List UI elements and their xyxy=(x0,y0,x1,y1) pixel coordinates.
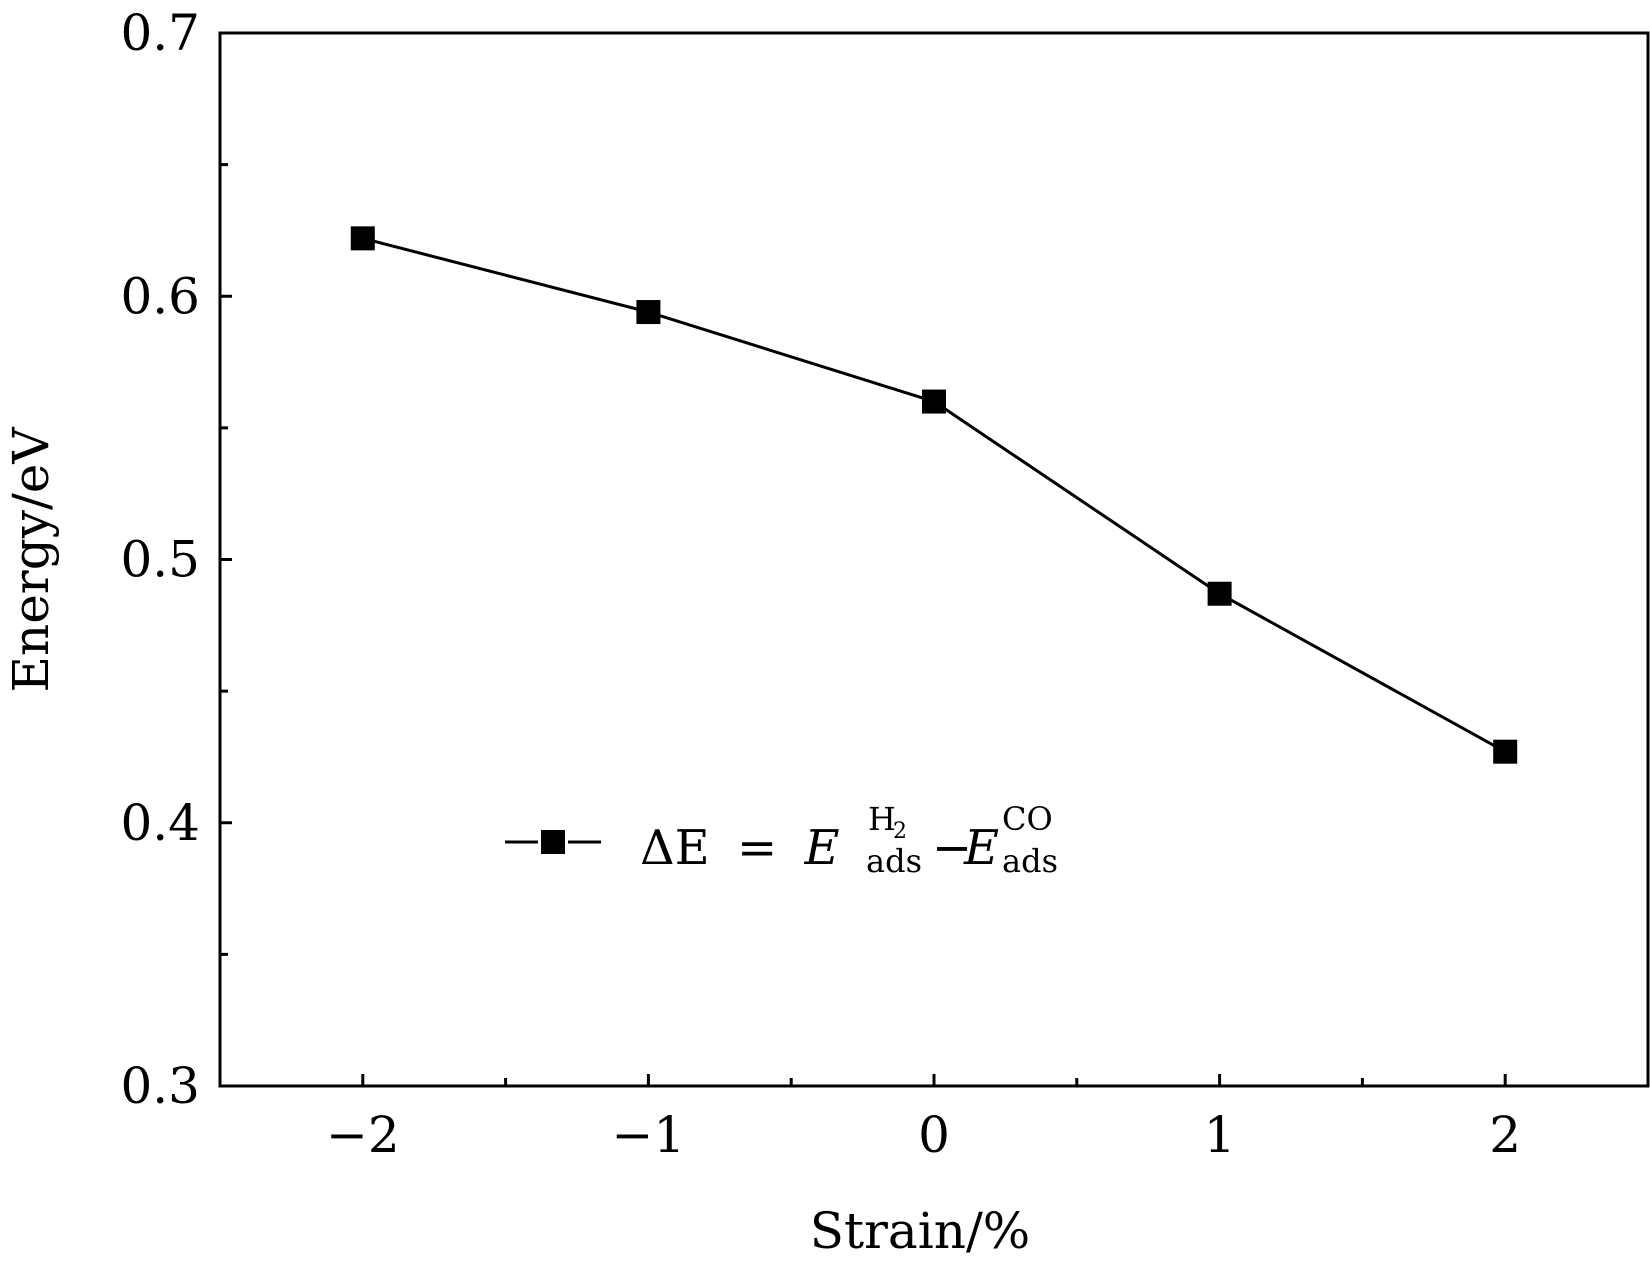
plot-frame xyxy=(218,31,1650,1088)
x-axis-title: Strain/% xyxy=(810,1202,1031,1260)
data-point xyxy=(1493,739,1518,764)
y-tick-label: 0.6 xyxy=(120,267,200,325)
ticks: −2 −1 0 1 20.30.40.50.60.7 xyxy=(120,4,1521,1164)
y-axis-title: Energy/eV xyxy=(2,427,60,693)
y-tick-label: 0.4 xyxy=(120,794,200,852)
y-tick-label: 0.5 xyxy=(120,531,200,589)
legend: ΔE = E H 2 ads − E CO ads xyxy=(505,800,1058,880)
data-point xyxy=(350,226,375,251)
data-point xyxy=(1207,581,1232,606)
legend-marker xyxy=(541,830,565,854)
x-tick-label: −2 xyxy=(326,1106,400,1164)
x-tick-label: −1 xyxy=(612,1106,686,1164)
x-tick-label: 1 xyxy=(1204,1106,1236,1164)
data-point xyxy=(922,389,946,414)
legend-sub-ads-2: ads xyxy=(1002,842,1058,880)
y-tick-label: 0.3 xyxy=(120,1057,200,1115)
y-tick-label: 0.7 xyxy=(120,4,200,62)
legend-sup-h-sub: 2 xyxy=(893,819,907,844)
legend-e1: E xyxy=(803,820,839,876)
data-point xyxy=(636,300,661,325)
legend-label: ΔE = E xyxy=(640,820,840,876)
series xyxy=(350,226,1518,764)
legend-equals: = xyxy=(737,820,777,876)
x-tick-label: 2 xyxy=(1489,1106,1521,1164)
legend-e2: E xyxy=(963,820,999,876)
legend-sup-h: H xyxy=(868,800,896,838)
legend-delta-e: ΔE xyxy=(640,820,710,876)
series-line xyxy=(362,236,1506,753)
legend-minus: − xyxy=(932,820,972,876)
legend-sub-ads-1: ads xyxy=(866,842,922,880)
legend-sup-co: CO xyxy=(1002,800,1053,838)
x-tick-label: 0 xyxy=(918,1106,950,1164)
